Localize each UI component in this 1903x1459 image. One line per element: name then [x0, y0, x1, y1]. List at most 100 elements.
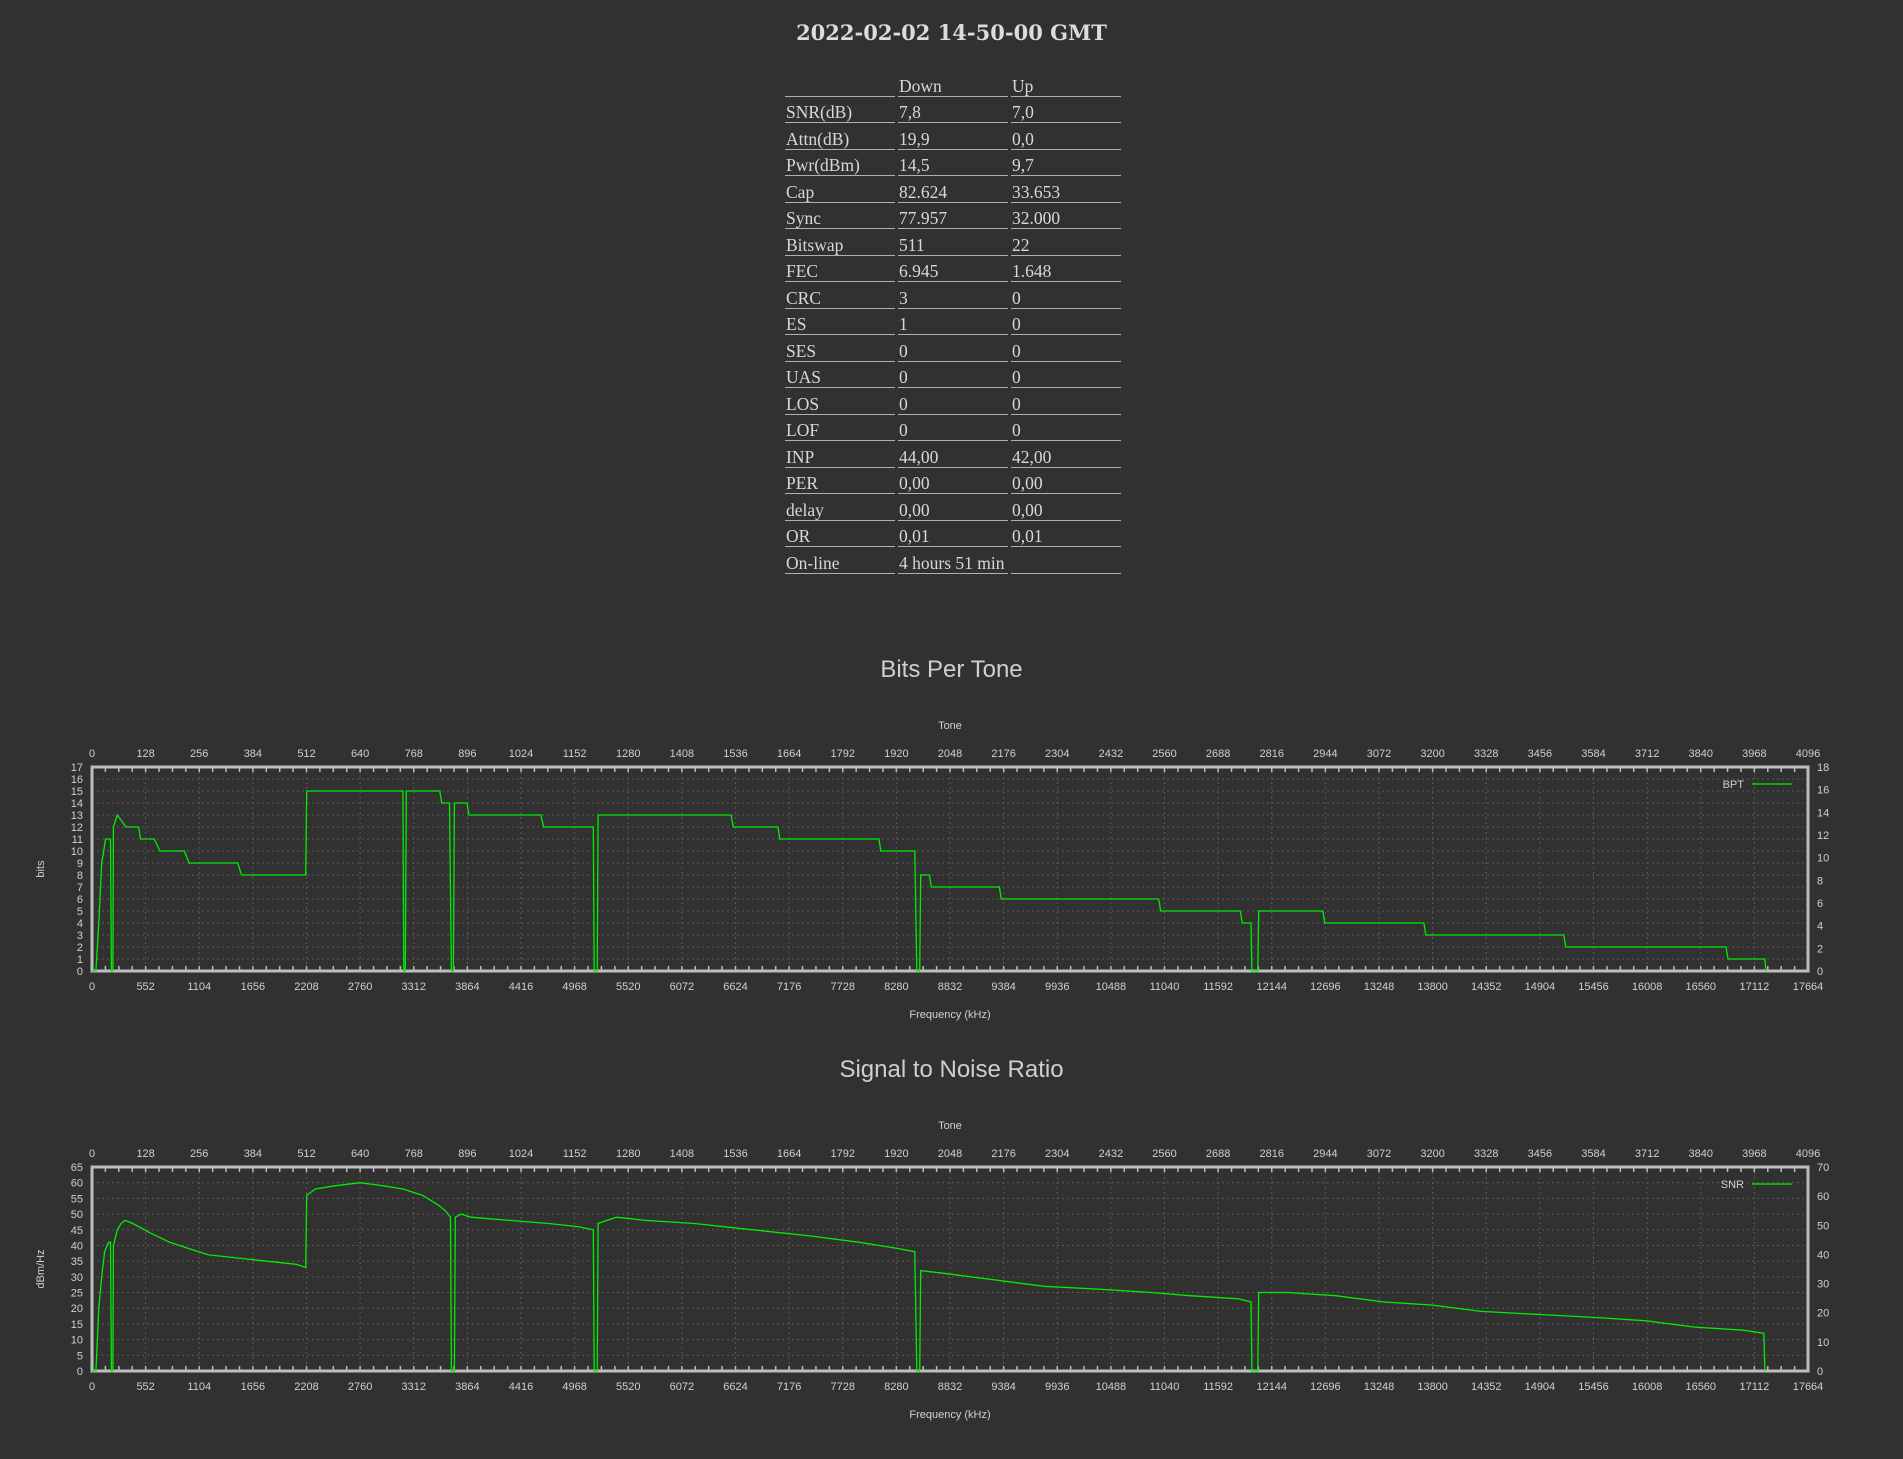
stats-value-cell: 6.945: [898, 256, 1008, 282]
x2-tick-label: 896: [458, 748, 476, 760]
x2-tick-label: 1280: [616, 748, 640, 760]
x-tick-label: 13800: [1417, 1381, 1448, 1393]
stats-value-cell: 0: [1011, 309, 1121, 335]
y-tick-label: 20: [71, 1303, 83, 1315]
x2-tick-label: 3584: [1581, 748, 1605, 760]
x2-tick-label: 3840: [1689, 748, 1713, 760]
y2-tick-label: 60: [1817, 1191, 1829, 1203]
x-tick-label: 8832: [938, 981, 962, 993]
y-tick-label: 17: [71, 762, 83, 774]
y-tick-label: 5: [77, 1350, 83, 1362]
y2-tick-label: 2: [1817, 943, 1823, 955]
y-tick-label: 8: [77, 870, 83, 882]
x2-axis-title: Tone: [938, 720, 962, 732]
x-tick-label: 16008: [1632, 981, 1663, 993]
y2-tick-label: 40: [1817, 1249, 1829, 1261]
x2-tick-label: 1536: [723, 1148, 747, 1160]
stats-value-cell: 7,8: [898, 97, 1008, 123]
x2-tick-label: 2944: [1313, 748, 1337, 760]
table-row: On-line 4 hours 51 min: [785, 547, 1121, 574]
x-tick-label: 8832: [938, 1381, 962, 1393]
stats-value-cell: 0,00: [898, 468, 1008, 494]
x-tick-label: 7728: [831, 1381, 855, 1393]
x2-tick-label: 1408: [670, 748, 694, 760]
snr-chart: 0 552 1104 1656 2208 2760 3312 3864 4416 4968 5520…: [35, 1120, 1829, 1421]
x-tick-label: 4416: [509, 1381, 533, 1393]
y-tick-label: 50: [71, 1209, 83, 1221]
stats-column-header: [785, 70, 895, 97]
x2-tick-label: 4096: [1796, 748, 1820, 760]
x2-tick-label: 2560: [1152, 748, 1176, 760]
x-tick-label: 2760: [348, 981, 372, 993]
x2-tick-label: 3712: [1635, 748, 1659, 760]
x2-tick-label: 640: [351, 1148, 369, 1160]
y-tick-label: 60: [71, 1178, 83, 1190]
y-tick-label: 30: [71, 1272, 83, 1284]
x2-tick-label: 0: [89, 748, 95, 760]
x2-tick-label: 1792: [831, 1148, 855, 1160]
stats-header-row: Down Up: [785, 70, 1121, 97]
x-tick-label: 9936: [1045, 1381, 1069, 1393]
stats-label-cell: Cap: [785, 176, 895, 203]
x-axis-title: Frequency (kHz): [909, 1409, 990, 1421]
stats-label-cell: PER: [785, 468, 895, 494]
x-tick-label: 552: [136, 981, 154, 993]
x-tick-label: 0: [89, 981, 95, 993]
legend-label: SNR: [1721, 1179, 1744, 1191]
stats-label-cell: SNR(dB): [785, 97, 895, 123]
snr-chart-title: Signal to Noise Ratio: [839, 1056, 1064, 1083]
y-tick-label: 14: [71, 798, 83, 810]
x2-tick-label: 896: [458, 1148, 476, 1160]
stats-value-cell: 4 hours 51 min: [898, 547, 1008, 574]
stats-value-cell: 0,00: [898, 494, 1008, 521]
x-tick-label: 3864: [455, 1381, 479, 1393]
stats-value-cell: 0,01: [1011, 521, 1121, 547]
stats-value-cell: 33.653: [1011, 176, 1121, 203]
x-tick-label: 7728: [831, 981, 855, 993]
x2-tick-label: 3712: [1635, 1148, 1659, 1160]
stats-value-cell: 0: [898, 388, 1008, 415]
x2-tick-label: 768: [405, 748, 423, 760]
x2-tick-label: 1664: [777, 1148, 801, 1160]
x-tick-label: 0: [89, 1381, 95, 1393]
y-tick-label: 35: [71, 1256, 83, 1268]
table-row: Attn(dB) 19,9 0,0: [785, 123, 1121, 150]
stats-value-cell: 0,01: [898, 521, 1008, 547]
x2-tick-label: 256: [190, 748, 208, 760]
x-tick-label: 3312: [402, 1381, 426, 1393]
x2-tick-label: 2304: [1045, 748, 1069, 760]
x-tick-label: 6072: [670, 1381, 694, 1393]
x-tick-label: 9384: [991, 981, 1015, 993]
stats-value-cell: 0: [1011, 415, 1121, 441]
x2-tick-label: 1792: [831, 748, 855, 760]
x2-tick-label: 512: [297, 748, 315, 760]
x-tick-label: 12144: [1256, 1381, 1287, 1393]
stats-value-cell: 77.957: [898, 203, 1008, 229]
x2-tick-label: 2176: [991, 1148, 1015, 1160]
x-tick-label: 6624: [723, 1381, 747, 1393]
x-tick-label: 15456: [1578, 981, 1609, 993]
x2-tick-labels: 0 128 256 384 512 640 768 896 1024 1152 1280 1408 15…: [89, 1148, 1820, 1160]
y2-tick-label: 16: [1817, 785, 1829, 797]
x2-tick-label: 3456: [1528, 1148, 1552, 1160]
stats-value-cell: 82.624: [898, 176, 1008, 203]
x2-tick-label: 1152: [563, 748, 587, 760]
stats-value-cell: 1: [898, 309, 1008, 335]
table-row: Bitswap 511 22: [785, 229, 1121, 256]
x2-tick-label: 2816: [1260, 748, 1284, 760]
x-tick-label: 9936: [1045, 981, 1069, 993]
stats-label-cell: Bitswap: [785, 229, 895, 256]
x-tick-label: 2760: [348, 1381, 372, 1393]
x2-tick-label: 1024: [509, 748, 533, 760]
x-tick-label: 13248: [1364, 981, 1395, 993]
y2-tick-label: 70: [1817, 1162, 1829, 1174]
y2-tick-label: 14: [1817, 807, 1829, 819]
y-tick-label: 4: [77, 918, 83, 930]
minor-ticks: [91, 767, 1809, 971]
y2-tick-label: 18: [1817, 762, 1829, 774]
table-row: CRC 3 0: [785, 282, 1121, 309]
y-tick-labels: 0 5 10 15 20 25 30 35 40 45 50 55 60 65: [71, 1162, 83, 1378]
x2-tick-label: 4096: [1796, 1148, 1820, 1160]
x2-tick-label: 1664: [777, 748, 801, 760]
